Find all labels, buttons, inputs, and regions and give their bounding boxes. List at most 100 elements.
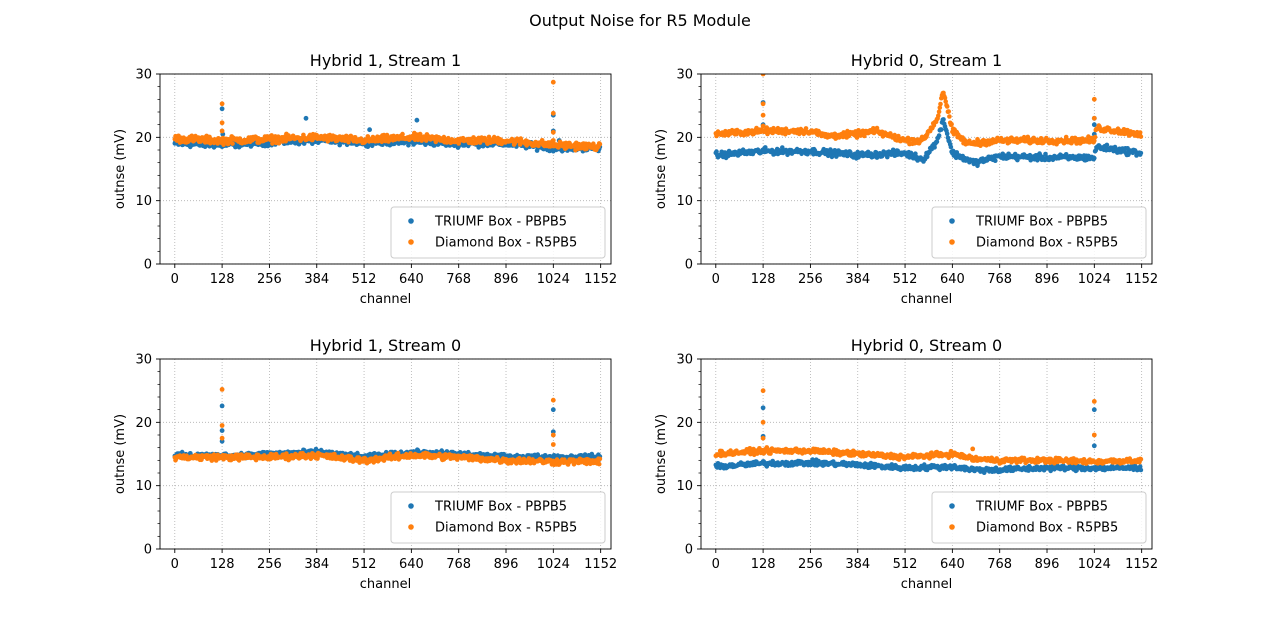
legend-label: Diamond Box - R5PB5 [435, 236, 577, 251]
subplot-grid: 0 128 256 384 512 640 768 896 1024 11520102030Hyb… [113, 51, 1158, 592]
scatter-point [597, 456, 603, 462]
y-tick-label: 0 [685, 258, 693, 273]
x-tick-label: 384 [304, 272, 329, 287]
y-tick-label: 30 [676, 68, 693, 83]
x-tick-label: 768 [987, 557, 1012, 572]
data-points [713, 388, 1144, 476]
axes-frame [159, 358, 612, 550]
outlier-point [1091, 96, 1097, 102]
axes-frame [700, 73, 1153, 265]
scatter-point [942, 95, 948, 101]
x-tick-label: 256 [257, 557, 282, 572]
legend-label: TRIUMF Box - PBPB5 [975, 500, 1108, 515]
x-tick-label: 768 [987, 272, 1012, 287]
scatter-point [947, 114, 952, 119]
subplot-title: Hybrid 1, Stream 0 [310, 336, 461, 355]
y-axis-label: outnse (mV) [113, 414, 128, 494]
scatter-point [1138, 150, 1144, 156]
outlier-point [303, 115, 309, 121]
outlier-point [970, 446, 976, 452]
outlier-point [219, 428, 225, 433]
scatter-point [346, 139, 351, 145]
subplot-title: Hybrid 1, Stream 1 [310, 51, 461, 70]
scatter-point [1138, 456, 1144, 462]
scatter-point [936, 109, 942, 114]
x-tick-label: 1024 [1078, 272, 1111, 287]
legend-label: TRIUMF Box - PBPB5 [434, 215, 567, 230]
scatter-point [832, 148, 838, 153]
outlier-point [1091, 407, 1097, 413]
outlier-point [1091, 399, 1097, 404]
outlier-point [414, 117, 420, 123]
scatter-point [400, 131, 405, 137]
outlier-point [1091, 443, 1097, 449]
x-tick-label: 896 [494, 272, 519, 287]
subplot-2: 0 128 256 384 512 640 768 896 1024 11520102030Hyb… [654, 51, 1158, 307]
scatter-point [230, 141, 235, 146]
series-1 [713, 405, 1144, 476]
data-points [172, 79, 603, 154]
outlier-point [550, 138, 556, 143]
scatter-point [941, 117, 946, 122]
x-tick-label: 512 [893, 272, 918, 287]
outlier-point [550, 397, 556, 403]
scatter-point [936, 113, 941, 118]
legend-label: Diamond Box - R5PB5 [976, 521, 1118, 536]
y-tick-label: 20 [135, 131, 152, 146]
legend-box [390, 206, 606, 259]
outlier-point [550, 442, 556, 447]
outlier-point [760, 419, 766, 425]
y-axis-label: outnse (mV) [654, 414, 669, 494]
scatter-point [768, 451, 773, 456]
y-tick-label: 20 [676, 131, 693, 146]
series-2 [172, 387, 603, 468]
x-tick-label: 512 [893, 557, 918, 572]
x-axis-label: channel [360, 577, 411, 592]
series-1 [713, 100, 1144, 169]
x-tick-label: 768 [446, 557, 471, 572]
y-tick-label: 0 [144, 543, 152, 558]
x-tick-label: 640 [399, 557, 424, 572]
x-tick-label: 768 [446, 272, 471, 287]
y-tick-label: 20 [135, 416, 152, 431]
scatter-point [829, 154, 835, 160]
x-tick-label: 128 [210, 272, 235, 287]
scatter-point [539, 138, 545, 143]
outlier-point [219, 128, 225, 134]
outlier-point [550, 129, 556, 135]
scatter-point [934, 139, 940, 145]
legend: TRIUMF Box - PBPB5 Diamond Box - R5PB5 [390, 206, 606, 259]
legend-marker [949, 239, 955, 245]
legend-box [931, 491, 1147, 544]
scatter-point [1138, 134, 1144, 139]
scatter-point [937, 105, 943, 110]
outlier-point [550, 110, 556, 116]
outlier-point [760, 388, 766, 394]
scatter-point [406, 143, 411, 148]
legend-label: TRIUMF Box - PBPB5 [975, 215, 1108, 230]
x-tick-label: 1024 [537, 557, 570, 572]
x-tick-label: 640 [399, 272, 424, 287]
y-tick-label: 0 [685, 543, 693, 558]
figure-suptitle: Output Noise for R5 Module [529, 11, 751, 30]
y-axis-label: outnse (mV) [654, 129, 669, 209]
y-tick-label: 10 [676, 479, 693, 494]
scatter-point [946, 109, 951, 114]
legend-label: Diamond Box - R5PB5 [435, 521, 577, 536]
legend-box [390, 491, 606, 544]
scatter-point [944, 131, 950, 136]
scatter-point [993, 158, 998, 163]
outlier-point [760, 112, 766, 118]
scatter-point [215, 141, 220, 146]
x-tick-label: 0 [712, 272, 720, 287]
scatter-point [1104, 142, 1110, 148]
x-tick-label: 640 [940, 272, 965, 287]
scatter-point [381, 458, 387, 463]
scatter-point [948, 144, 954, 150]
scatter-point [939, 127, 944, 132]
subplot-title: Hybrid 0, Stream 0 [851, 336, 1002, 355]
x-tick-label: 128 [210, 557, 235, 572]
scatter-point [1137, 130, 1143, 135]
